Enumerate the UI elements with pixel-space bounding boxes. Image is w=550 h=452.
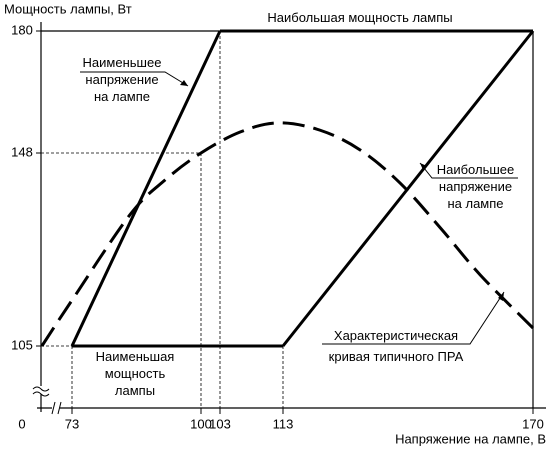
series-label: Наибольшая мощность лампы bbox=[267, 10, 453, 25]
y-break-gap bbox=[34, 386, 48, 394]
series-label: Наибольшее напряжение на лампе bbox=[436, 162, 515, 211]
x-tick-label: 170 bbox=[522, 416, 544, 431]
x-axis-label: Напряжение на лампе, В bbox=[395, 431, 546, 446]
y-tick-label: 0 bbox=[18, 416, 25, 431]
x-axis-break bbox=[51, 401, 62, 415]
leader-line bbox=[80, 71, 189, 87]
x-tick-label: 103 bbox=[209, 416, 231, 431]
series-label: Наименьшее напряжение на лампе bbox=[82, 55, 162, 104]
x-break-gap bbox=[52, 402, 60, 414]
x-tick-label: 113 bbox=[273, 416, 294, 431]
y-tick-label: 148 bbox=[11, 144, 33, 159]
y-axis-break bbox=[32, 386, 50, 397]
y-axis-label: Мощность лампы, Вт bbox=[4, 1, 132, 16]
leader-line bbox=[322, 291, 505, 345]
y-tick-label: 180 bbox=[11, 22, 33, 37]
limit-line bbox=[281, 30, 535, 347]
y-tick-label: 105 bbox=[11, 337, 33, 352]
limit-line bbox=[70, 30, 222, 347]
leader-arrow bbox=[420, 163, 427, 170]
curve bbox=[40, 121, 535, 347]
x-tick-label: 100 bbox=[190, 416, 212, 431]
series-label: Наименьшая мощность лампы bbox=[95, 349, 175, 398]
series-label: Характеристическая кривая типичного ПРА bbox=[328, 328, 464, 364]
leader-arrow bbox=[180, 80, 188, 86]
x-tick-label: 73 bbox=[65, 416, 79, 431]
